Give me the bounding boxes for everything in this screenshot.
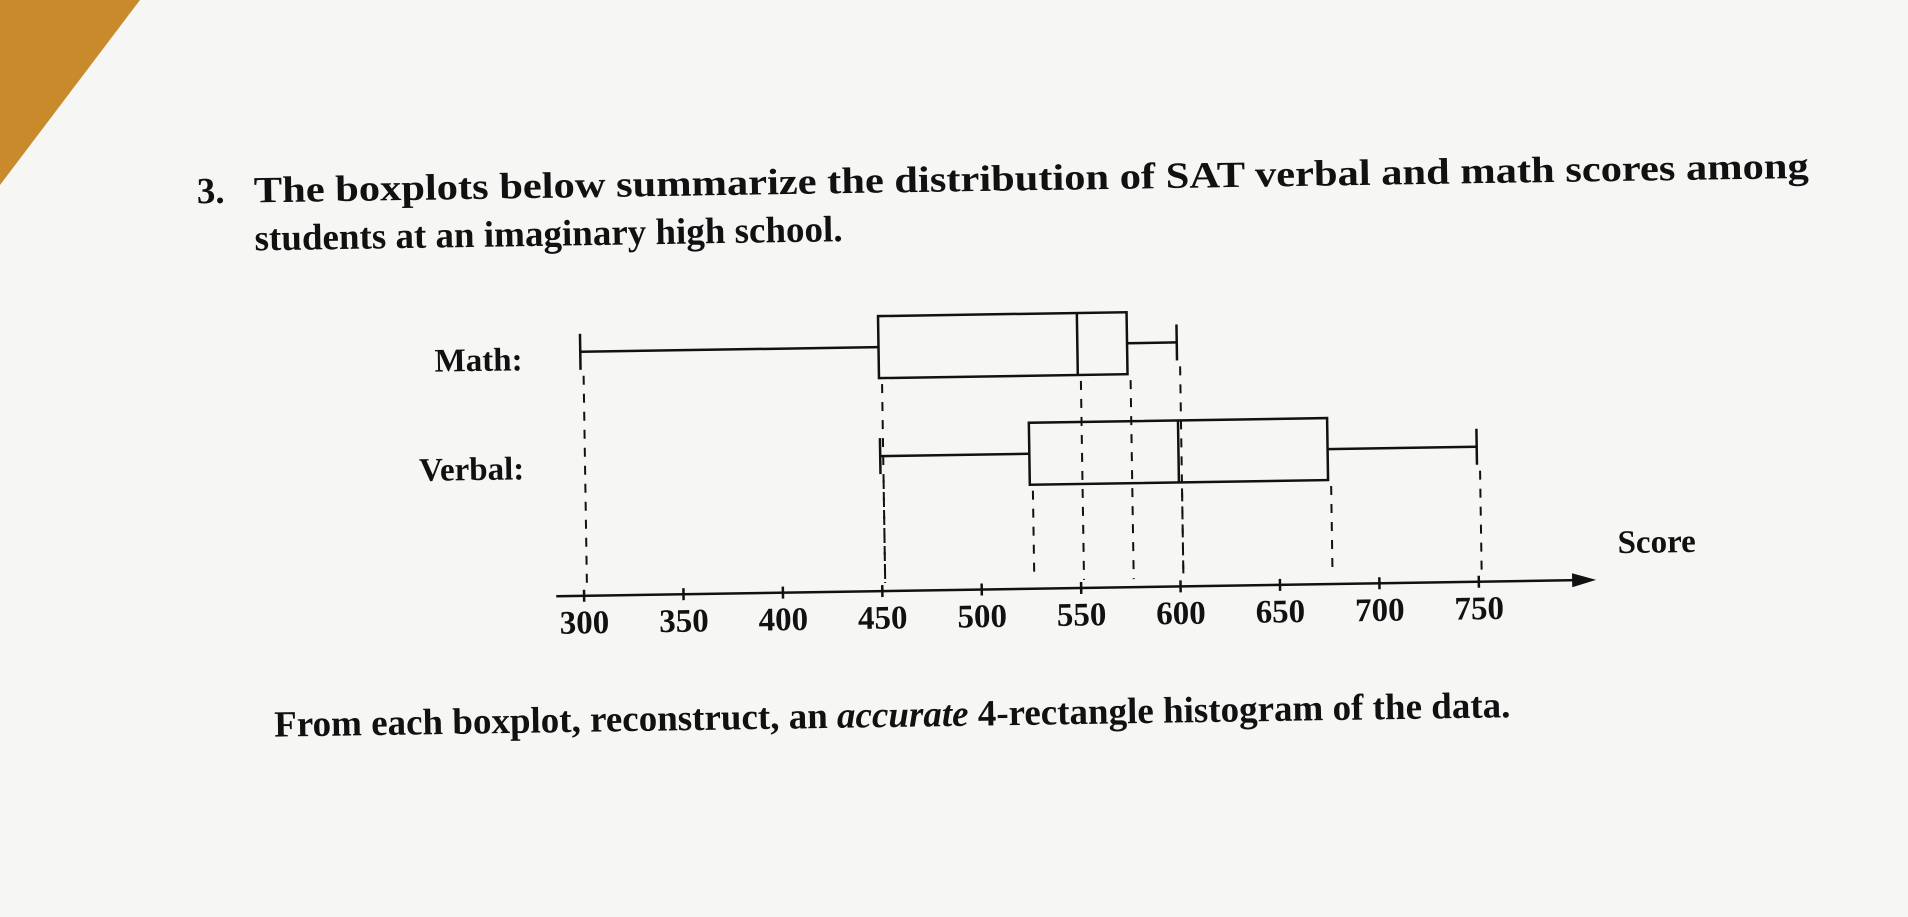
whisker (1327, 445, 1477, 451)
guide-line (1031, 490, 1036, 581)
whisker-cap (578, 333, 582, 370)
x-tick-label: 550 (1057, 597, 1107, 634)
boxplot-chart: Score 300 350 400 450 500 550 600 650 700 750 Math:… (419, 310, 1696, 642)
x-tick-label: 700 (1355, 592, 1405, 629)
whisker (580, 345, 879, 354)
median (1075, 312, 1080, 376)
x-axis (556, 578, 1577, 598)
desk-corner (0, 0, 140, 185)
footer-text: From each boxplot, reconstruct, an accur… (274, 686, 1511, 746)
series-label: Math: (434, 342, 523, 379)
median (1176, 420, 1181, 483)
x-tick-label: 750 (1454, 591, 1504, 628)
guide-line (1129, 380, 1135, 580)
box (876, 310, 1129, 380)
x-tick-label: 300 (559, 605, 609, 642)
question-line: students at an imaginary high school. (254, 209, 843, 259)
x-axis-label: Score (1617, 524, 1696, 561)
footer-part: accurate (837, 694, 969, 737)
whisker (880, 452, 1030, 458)
x-tick-label: 400 (758, 602, 808, 639)
guide-line (1079, 380, 1086, 580)
whisker (1127, 341, 1177, 345)
x-tick-label: 600 (1156, 596, 1206, 633)
whisker-cap (1475, 428, 1479, 465)
guide-line (881, 384, 887, 584)
x-tick-label: 650 (1255, 594, 1305, 631)
x-tick-label: 450 (858, 600, 908, 637)
axis-arrow (1572, 573, 1597, 588)
footer-part: From each boxplot, reconstruct, an (274, 696, 837, 746)
x-tick-label: 500 (957, 599, 1007, 636)
series-label: Verbal: (419, 451, 525, 489)
whisker-cap (878, 438, 882, 475)
footer-part: 4-rectangle histogram of the data. (968, 686, 1510, 736)
guide-line (1330, 486, 1334, 577)
whisker-cap (1175, 324, 1179, 361)
guide-line (1181, 488, 1185, 579)
question-number: 3. (197, 171, 225, 212)
x-tick-label: 350 (659, 603, 709, 640)
